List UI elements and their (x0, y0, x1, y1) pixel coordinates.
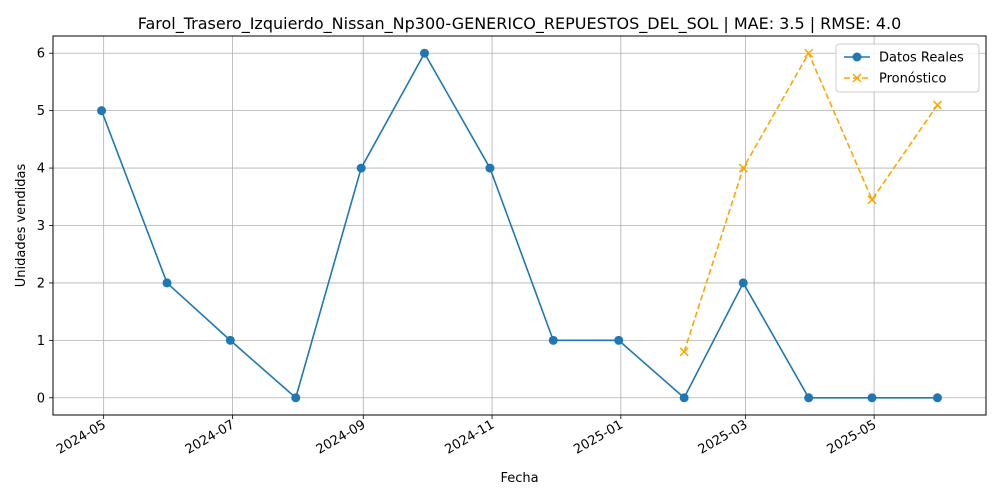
y-tick-label: 1 (37, 334, 45, 349)
forecast-point (932, 100, 942, 110)
data-point (679, 393, 689, 403)
series-line (100, 51, 938, 400)
legend: Datos Reales Pronóstico (835, 43, 980, 93)
data-point (932, 393, 942, 403)
data-point (97, 106, 107, 116)
y-tick-label: 5 (37, 104, 45, 119)
data-point (738, 278, 748, 288)
grid-lines (53, 36, 986, 415)
data-point (804, 393, 814, 403)
data-point (614, 335, 624, 345)
y-tick-label: 6 (37, 47, 45, 62)
series-layer (97, 48, 942, 403)
forecast-point (852, 73, 862, 83)
data-point (852, 52, 862, 62)
legend-box (835, 43, 980, 93)
y-axis-label: Unidades vendidas (14, 164, 29, 288)
data-point (225, 335, 235, 345)
data-point (867, 393, 877, 403)
series-datos-reales (97, 48, 942, 403)
y-tick-label: 4 (37, 162, 45, 177)
legend-label: Pronóstico (879, 72, 946, 87)
y-tick-label: 0 (37, 391, 45, 406)
forecast-point (679, 347, 689, 357)
x-axis-label: Fecha (500, 471, 538, 486)
forecast-point (867, 195, 877, 205)
y-tick-label: 3 (37, 219, 45, 234)
chart-title: Farol_Trasero_Izquierdo_Nissan_Np300-GEN… (138, 14, 902, 34)
legend-label: Datos Reales (879, 51, 964, 66)
series-pron-stico (679, 48, 942, 357)
data-point (485, 163, 495, 173)
forecast-point (738, 163, 748, 173)
forecast-point (804, 48, 814, 58)
data-point (162, 278, 172, 288)
data-point (420, 48, 430, 58)
y-tick-label: 2 (37, 276, 45, 291)
data-point (291, 393, 301, 403)
data-point (356, 163, 366, 173)
data-point (548, 335, 558, 345)
